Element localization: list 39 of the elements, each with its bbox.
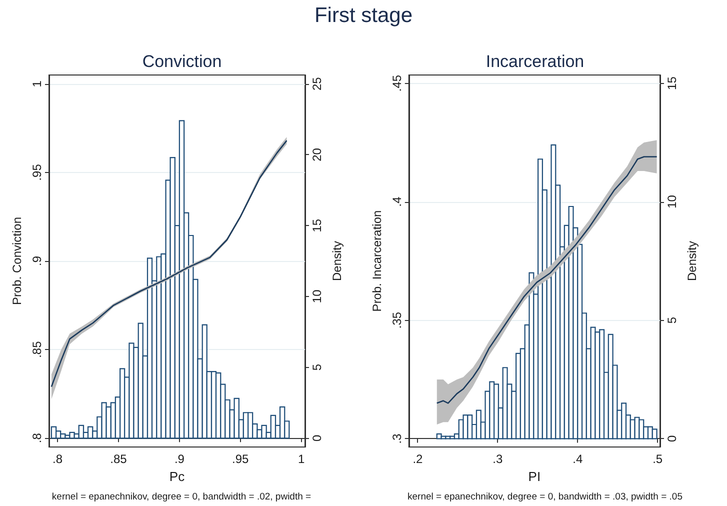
x-tick-label: .5 [652, 452, 663, 466]
x-tick-label: .95 [232, 452, 250, 466]
chart-subtitle: Incarceration [486, 52, 584, 71]
y2-axis-title: Density [330, 240, 344, 282]
y-axis-title: Prob. Conviction [10, 216, 24, 306]
x-axis-title: PI [528, 468, 541, 484]
y2-tick-label: 10 [310, 289, 324, 304]
y2-axis-title: Density [684, 240, 699, 282]
y2-tick-label: 0 [665, 435, 679, 442]
y-tick-label: .35 [390, 312, 404, 329]
x-tick-label: .8 [52, 452, 63, 466]
text: kernel = epanechnikov, degree = 0, bandwidth = .02, pwidth = [52, 492, 312, 502]
text: First stage [313, 4, 414, 28]
y2-tick-label: 0 [310, 434, 324, 442]
text: kernel = epanechnikov, degree = 0, bandwidth = .03, pwidth = .05 [408, 492, 683, 502]
y2-tick-label: 20 [310, 148, 324, 162]
y2-tick-label: 5 [665, 316, 679, 324]
x-tick-label: .9 [174, 452, 185, 466]
y2-tick-label: 15 [310, 218, 324, 232]
y2-tick-label: 25 [310, 76, 324, 91]
y-tick-label: .85 [30, 340, 44, 358]
y-tick-label: .95 [30, 164, 44, 181]
y-tick-label: 1 [30, 80, 44, 88]
x-tick-label: .3 [492, 452, 503, 466]
x-tick-label: .2 [412, 452, 424, 466]
y2-tick-label: 10 [665, 194, 679, 208]
y-tick-label: .8 [30, 432, 44, 444]
x-tick-label: 1 [298, 452, 305, 466]
y-tick-label: .4 [390, 196, 404, 207]
y2-tick-label: 15 [665, 76, 679, 90]
y-tick-label: .9 [30, 256, 44, 266]
y-axis-title: Prob. Incarceration [370, 210, 384, 312]
x-tick-label: .85 [110, 452, 128, 466]
x-axis-title: Pc [169, 468, 186, 484]
y-tick-label: .45 [390, 74, 404, 92]
chart-subtitle: Conviction [142, 52, 222, 71]
y2-tick-label: 5 [310, 364, 324, 371]
y-tick-label: .3 [390, 433, 404, 444]
x-tick-label: .4 [572, 452, 583, 466]
